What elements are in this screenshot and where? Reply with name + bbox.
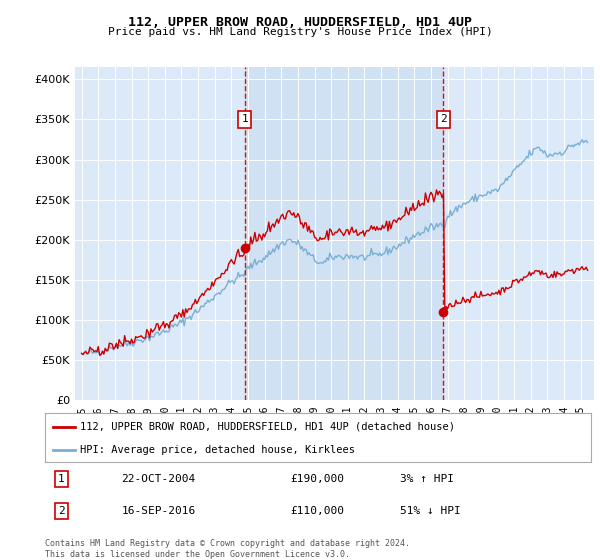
- Text: 22-OCT-2004: 22-OCT-2004: [121, 474, 196, 484]
- Bar: [245, 67, 443, 400]
- Text: £190,000: £190,000: [291, 474, 345, 484]
- Text: 2: 2: [58, 506, 65, 516]
- Text: 2: 2: [440, 114, 447, 124]
- Text: 112, UPPER BROW ROAD, HUDDERSFIELD, HD1 4UP (detached house): 112, UPPER BROW ROAD, HUDDERSFIELD, HD1 …: [80, 422, 455, 432]
- Text: 1: 1: [241, 114, 248, 124]
- Text: 1: 1: [58, 474, 65, 484]
- Text: 3% ↑ HPI: 3% ↑ HPI: [400, 474, 454, 484]
- Text: HPI: Average price, detached house, Kirklees: HPI: Average price, detached house, Kirk…: [80, 445, 355, 455]
- Text: 112, UPPER BROW ROAD, HUDDERSFIELD, HD1 4UP: 112, UPPER BROW ROAD, HUDDERSFIELD, HD1 …: [128, 16, 472, 29]
- Text: 16-SEP-2016: 16-SEP-2016: [121, 506, 196, 516]
- Text: £110,000: £110,000: [291, 506, 345, 516]
- Text: Price paid vs. HM Land Registry's House Price Index (HPI): Price paid vs. HM Land Registry's House …: [107, 27, 493, 37]
- Text: 51% ↓ HPI: 51% ↓ HPI: [400, 506, 461, 516]
- Text: Contains HM Land Registry data © Crown copyright and database right 2024.
This d: Contains HM Land Registry data © Crown c…: [45, 539, 410, 559]
